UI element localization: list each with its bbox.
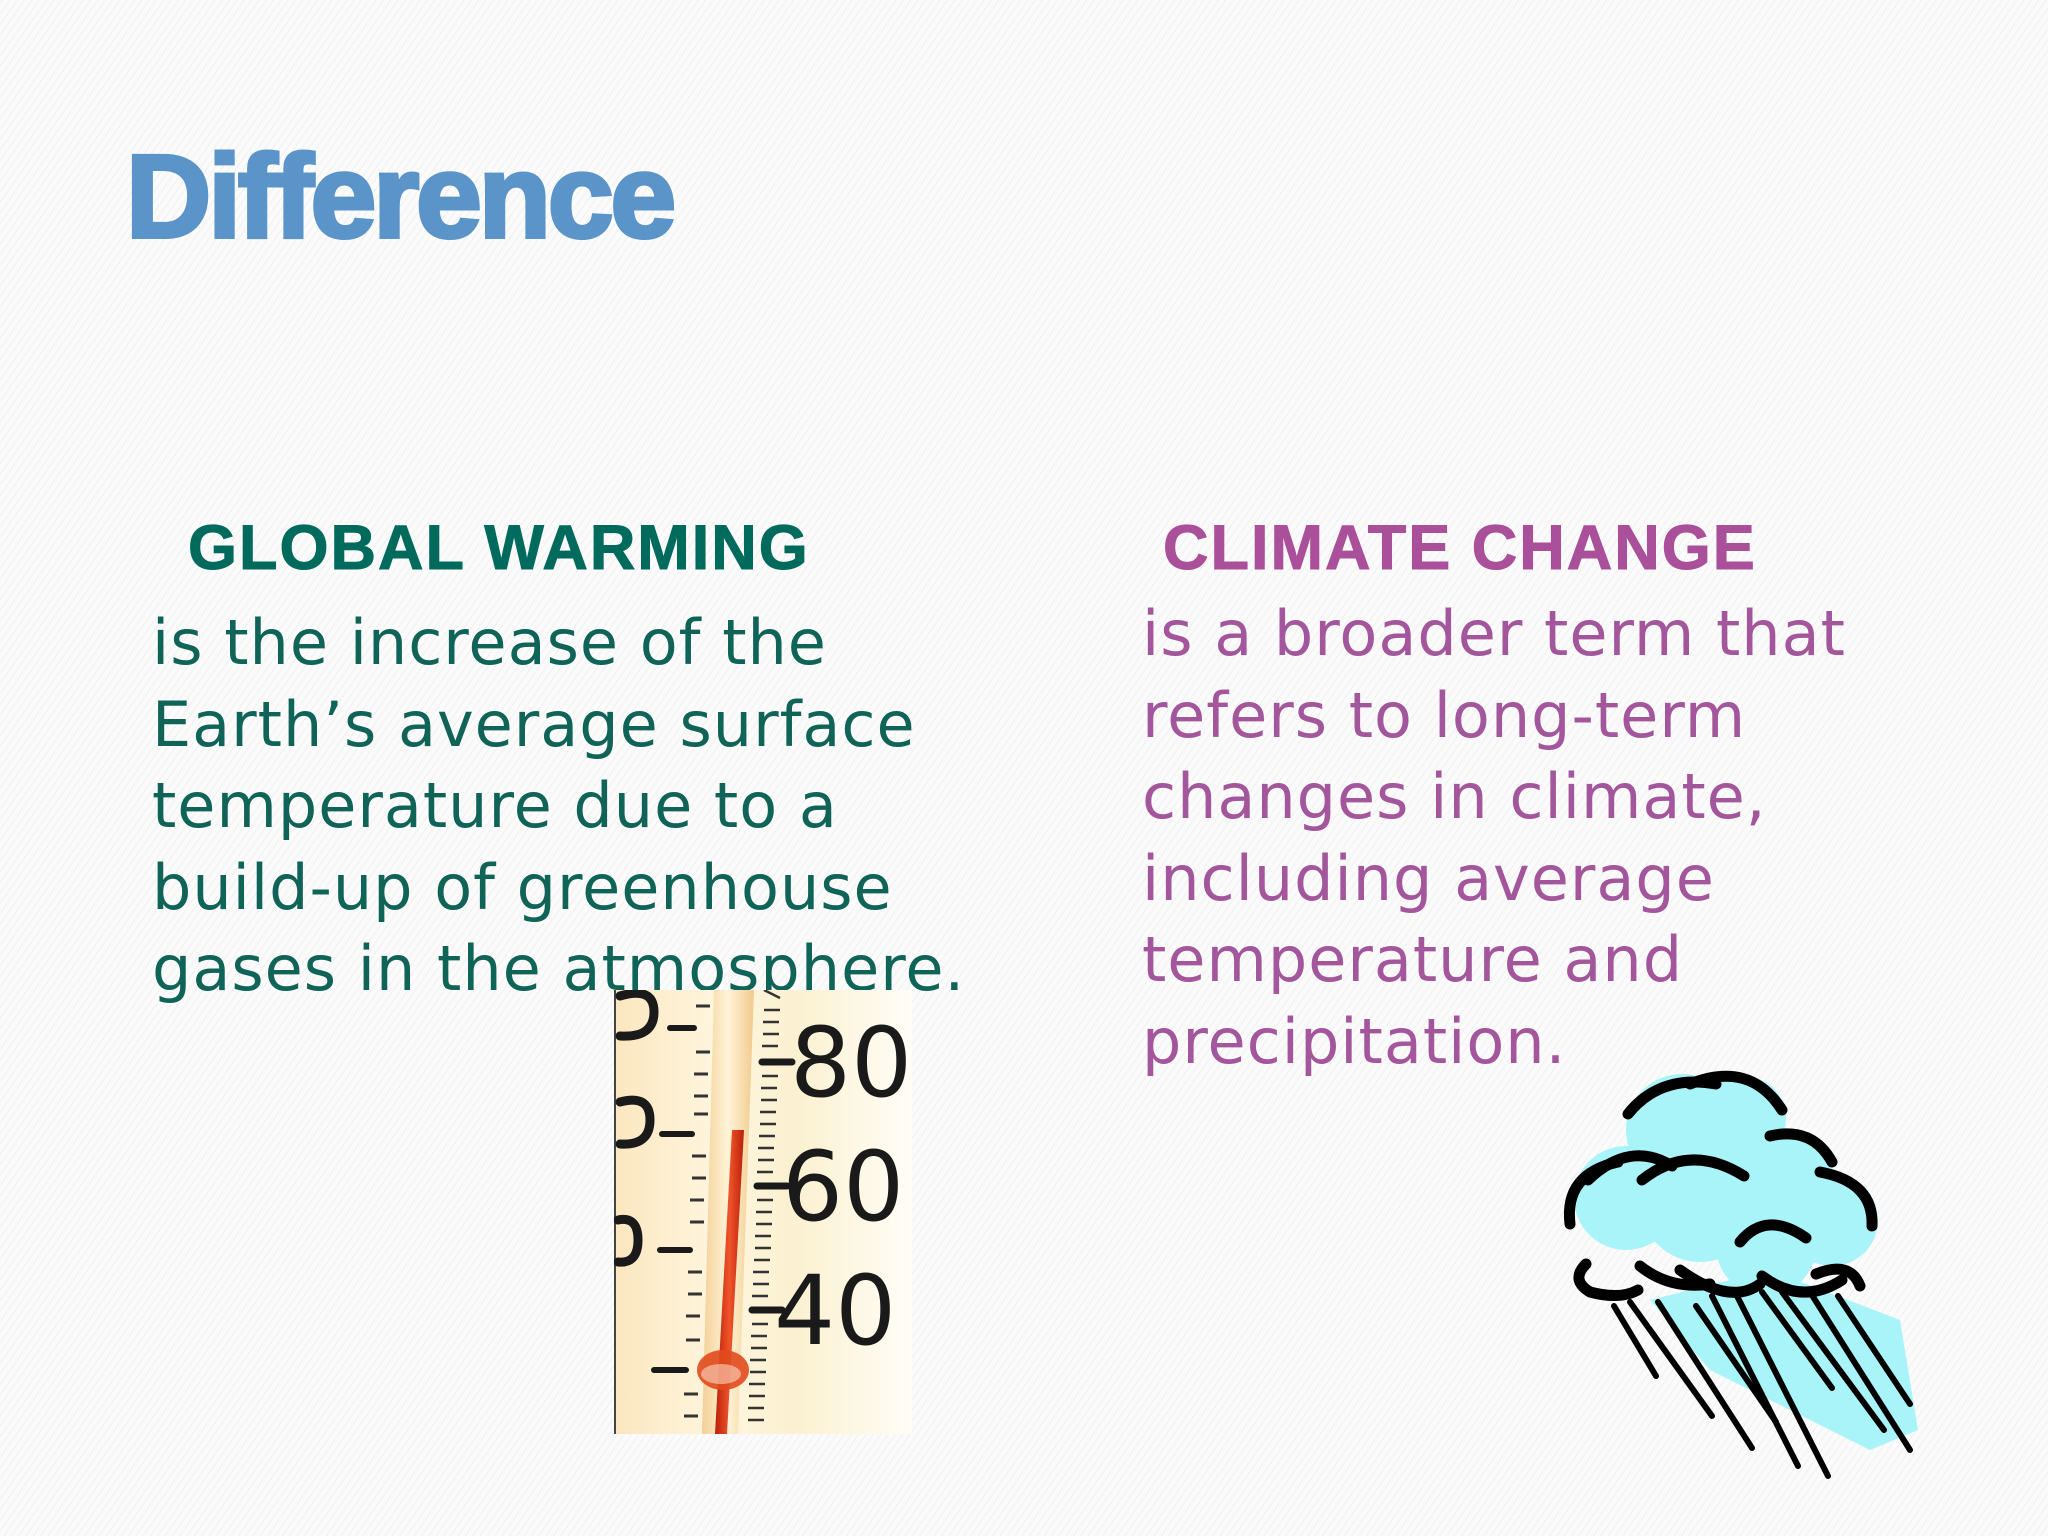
climate-change-definition: is a broader term that refers to long-te…	[1142, 597, 1846, 1078]
climate-change-heading: CLIMATE CHANGE	[1163, 513, 1757, 584]
thermometer-label-60: 60	[782, 1131, 904, 1243]
slide-title: Difference	[124, 129, 678, 265]
thermometer-label-40: 40	[774, 1255, 896, 1367]
thermometer-image: 80 60 40	[614, 990, 912, 1434]
global-warming-heading: GLOBAL WARMING	[188, 513, 810, 584]
rain-cloud-icon	[1530, 1070, 1930, 1490]
thermometer-label-80: 80	[790, 1007, 912, 1119]
global-warming-definition: is the increase of the Earth’s average s…	[152, 606, 966, 1005]
